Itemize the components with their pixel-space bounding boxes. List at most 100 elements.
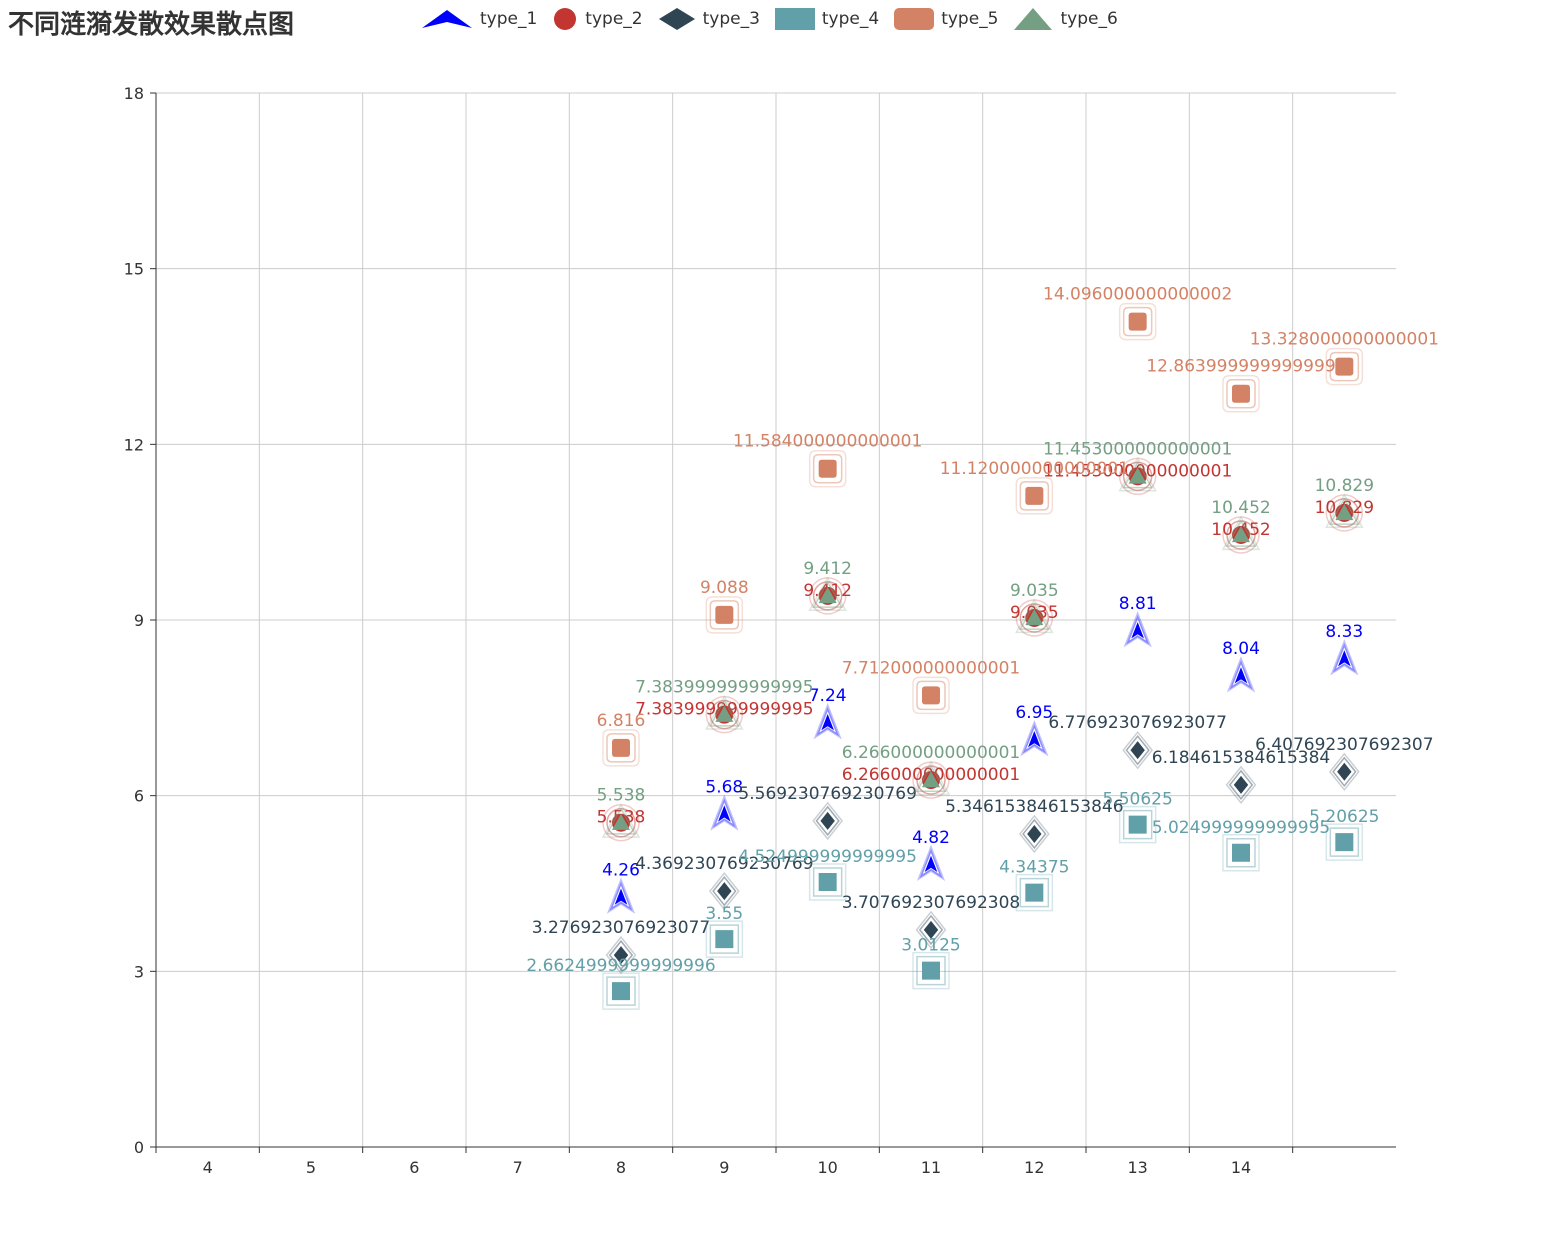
data-point	[1028, 731, 1041, 748]
ripple-ring	[1226, 656, 1256, 693]
data-point	[1335, 357, 1354, 376]
legend-item-type-5[interactable]: type_5	[893, 6, 998, 32]
series-type-5: 6.816 9.088 11.584000000000001 7.7120000000…	[597, 285, 1439, 767]
data-point	[922, 961, 940, 980]
data-point	[1130, 741, 1145, 760]
ripple-ring	[1118, 302, 1157, 341]
ripple-ring	[918, 914, 944, 946]
x-tick-label: 11	[921, 1158, 941, 1177]
ripple-ring	[1019, 877, 1050, 908]
legend-item-type-1[interactable]: type_1	[420, 6, 537, 32]
ripple-ring	[912, 761, 950, 799]
ripple-ring	[812, 581, 843, 611]
ripple-ring	[919, 848, 943, 878]
ripple-ring	[1325, 494, 1364, 532]
data-label: 3.276923076923077	[532, 918, 710, 938]
data-label: 3.55	[705, 904, 743, 924]
data-point	[715, 930, 734, 949]
y-tick-label: 9	[134, 611, 144, 630]
ripple-ring	[1118, 457, 1157, 496]
data-label: 10.452	[1211, 498, 1270, 518]
series-type-6: 5.538 7.383999999999995 9.412 6.26600000000…	[597, 439, 1374, 838]
data-point	[1335, 503, 1354, 521]
y-tick-label: 15	[124, 260, 144, 279]
ripple-ring	[1222, 834, 1260, 872]
ripple-ring	[813, 702, 842, 740]
legend-item-type-2[interactable]: type_2	[551, 6, 643, 32]
ripple-ring	[1122, 730, 1154, 770]
data-point	[1025, 486, 1044, 505]
ripple-ring	[1018, 814, 1050, 854]
data-point	[1131, 622, 1144, 639]
data-label: 4.26	[602, 861, 640, 881]
data-point	[1025, 608, 1044, 626]
ripple-ring	[709, 699, 740, 727]
legend-label: type_3	[702, 9, 760, 29]
ripple-ring	[709, 924, 740, 954]
ripple-ring	[812, 580, 843, 608]
data-label: 5.50625	[1103, 790, 1173, 810]
x-tick-label: 13	[1127, 1158, 1147, 1177]
data-point	[821, 714, 834, 731]
ripple-ring	[1328, 752, 1360, 791]
legend-label: type_4	[821, 9, 880, 29]
data-label: 5.569230769230769	[738, 784, 916, 804]
data-label: 4.369230769230769	[635, 854, 813, 874]
ripple-ring	[1329, 827, 1360, 857]
x-tick-label: 12	[1024, 1158, 1044, 1177]
data-label: 3.707692307692308	[842, 893, 1020, 913]
data-label: 8.81	[1119, 594, 1157, 614]
ripple-ring	[808, 576, 847, 612]
data-point	[924, 855, 938, 872]
ripple-ring	[1330, 639, 1359, 676]
data-label: 13.328000000000001	[1250, 330, 1439, 350]
y-tick-label: 18	[124, 84, 144, 103]
ripple-ring	[602, 972, 640, 1010]
ripple-ring	[1226, 838, 1256, 868]
ripple-ring	[1122, 460, 1153, 489]
data-point	[818, 586, 837, 604]
ripple-ring	[1015, 598, 1054, 634]
legend-item-type-3[interactable]: type_3	[657, 6, 760, 32]
data-label: 5.20625	[1309, 807, 1379, 827]
data-label: 6.95	[1015, 703, 1053, 723]
data-label: 11.120000000000001	[940, 459, 1129, 479]
legend-label: type_1	[480, 9, 538, 29]
legend-label: type_5	[941, 9, 999, 29]
legend-item-type-6[interactable]: type_6	[1012, 6, 1118, 32]
data-point	[1128, 312, 1147, 331]
ripple-ring	[606, 808, 636, 838]
ripple-ring	[1329, 498, 1360, 528]
data-point	[1232, 525, 1250, 543]
data-point	[1232, 384, 1250, 403]
data-point	[1233, 775, 1249, 794]
ripple-ring	[602, 729, 640, 767]
data-point	[1337, 762, 1352, 781]
data-label: 7.712000000000001	[842, 658, 1020, 678]
ripple-ring	[1222, 516, 1260, 554]
data-label: 7.24	[809, 686, 847, 706]
data-label: 14.096000000000002	[1043, 285, 1232, 305]
ripple-ring	[710, 794, 739, 831]
ripple-ring	[1225, 519, 1257, 547]
series-type-1: 4.26 5.68 7.24 4.82 6.95 8.81 8.04 8.33	[602, 594, 1363, 914]
ripple-ring	[812, 453, 843, 484]
data-label: 10.829	[1315, 476, 1374, 496]
ripple-ring	[915, 764, 947, 793]
data-label: 6.816	[597, 711, 646, 731]
data-point	[1232, 843, 1250, 862]
legend-item-type-4[interactable]: type_4	[774, 6, 879, 32]
ripple-ring	[1123, 611, 1152, 648]
data-point	[820, 811, 835, 830]
ripple-ring	[1325, 823, 1364, 861]
ripple-ring	[1222, 374, 1260, 413]
data-point	[612, 813, 630, 830]
y-tick-label: 12	[124, 435, 144, 454]
ripple-ring	[605, 807, 637, 835]
ripple-ring	[816, 706, 840, 737]
x-tick-label: 7	[513, 1158, 523, 1177]
ripple-ring	[1225, 765, 1257, 805]
data-point	[715, 605, 734, 624]
ripple-ring	[1125, 734, 1150, 766]
ripple-ring	[602, 803, 640, 842]
